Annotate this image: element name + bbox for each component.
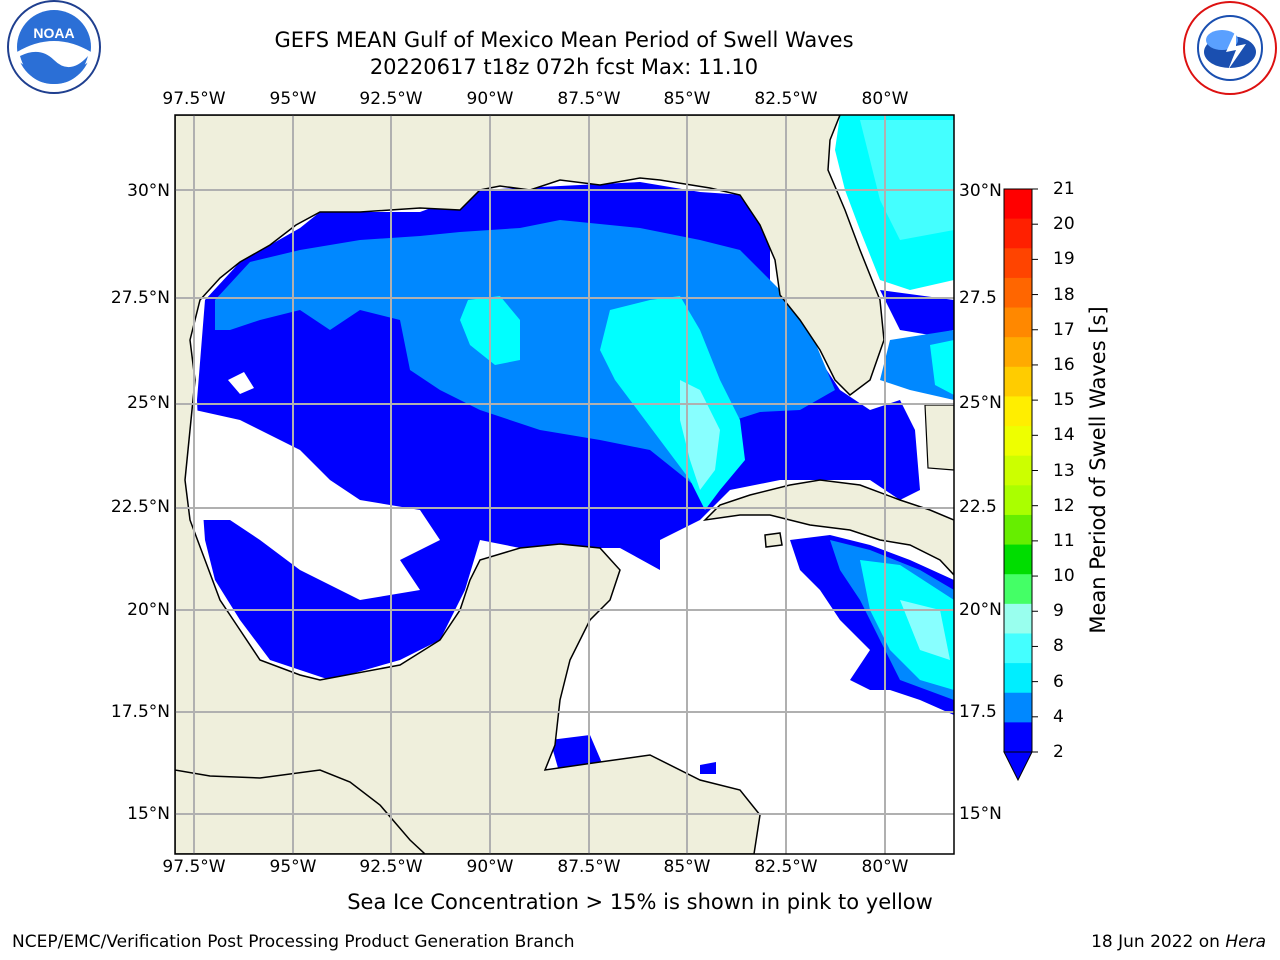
lat-label: 17.5 xyxy=(959,702,997,722)
map-frame xyxy=(174,114,955,855)
lon-label: 82.5°W xyxy=(754,89,818,109)
lat-label: 25°N xyxy=(959,393,1002,413)
colorbar-swatch xyxy=(1004,633,1032,664)
colorbar-tick-label: 4 xyxy=(1053,706,1064,727)
colorbar-tick-label: 19 xyxy=(1053,249,1075,270)
lat-label: 22.5°N xyxy=(110,497,170,517)
colorbar-swatch xyxy=(1004,218,1032,249)
colorbar-extend-arrow xyxy=(1003,751,1033,782)
colorbar-title: Mean Period of Swell Waves [s] xyxy=(1086,306,1110,634)
colorbar-swatch xyxy=(1004,692,1032,723)
colorbar-tick-label: 2 xyxy=(1053,742,1064,762)
colorbar xyxy=(1003,188,1038,782)
lon-label: 85°W xyxy=(663,857,711,877)
colorbar-swatch xyxy=(1004,307,1032,338)
colorbar-tick-label: 11 xyxy=(1053,530,1075,551)
colorbar-tick-label: 12 xyxy=(1053,495,1075,516)
colorbar-swatch xyxy=(1004,722,1032,753)
colorbar-tick-label: 9 xyxy=(1053,601,1064,622)
nws-logo xyxy=(1183,1,1277,95)
lat-label: 20°N xyxy=(127,600,170,620)
colorbar-swatch xyxy=(1004,337,1032,368)
land-cuba xyxy=(702,479,954,577)
lat-label: 30°N xyxy=(127,181,170,201)
map-area xyxy=(175,115,954,854)
lat-label: 17.5°N xyxy=(110,702,170,722)
colorbar-tick-label: 8 xyxy=(1053,636,1064,657)
lat-label: 15°N xyxy=(127,804,170,824)
colorbar-swatch xyxy=(1004,603,1032,634)
colorbar-tick-label: 10 xyxy=(1053,566,1075,587)
colorbar-swatch xyxy=(1004,544,1032,575)
colorbar-tick-label: 18 xyxy=(1053,284,1075,305)
colorbar-swatch xyxy=(1004,396,1032,427)
lon-label: 97.5°W xyxy=(162,857,226,877)
colorbar-swatch xyxy=(1004,189,1032,220)
colorbar-tick-label: 17 xyxy=(1053,319,1075,340)
lon-label: 87.5°W xyxy=(557,89,621,109)
lon-label: 92.5°W xyxy=(359,89,423,109)
colorbar-swatch xyxy=(1004,514,1032,546)
footer-date-text: 18 Jun 2022 on xyxy=(1091,932,1226,952)
lon-label: 92.5°W xyxy=(359,857,423,877)
sea-ice-note: Sea Ice Concentration > 15% is shown in … xyxy=(347,890,933,914)
lon-label: 85°W xyxy=(663,89,711,109)
colorbar-swatch xyxy=(1004,426,1032,457)
lon-label: 90°W xyxy=(466,89,514,109)
lat-label: 15°N xyxy=(959,804,1002,824)
footer-branch: NCEP/EMC/Verification Post Processing Pr… xyxy=(12,932,575,952)
lat-label: 30°N xyxy=(959,181,1002,201)
map-gridlines xyxy=(175,115,954,854)
lat-label: 25°N xyxy=(127,393,170,413)
lon-label: 82.5°W xyxy=(754,857,818,877)
colorbar-swatch xyxy=(1004,663,1032,694)
lon-label: 80°W xyxy=(861,89,909,109)
chart-title: GEFS MEAN Gulf of Mexico Mean Period of … xyxy=(274,28,854,52)
colorbar-swatch xyxy=(1004,366,1032,397)
lon-label: 97.5°W xyxy=(162,89,226,109)
chart-subtitle: 20220617 t18z 072h fcst Max: 11.10 xyxy=(369,55,759,79)
colorbar-tick-label: 14 xyxy=(1053,425,1075,446)
noaa-logo: NOAA xyxy=(7,0,101,94)
footer-date: 18 Jun 2022 on Hera xyxy=(1091,932,1266,952)
noaa-logo-text: NOAA xyxy=(33,25,74,41)
lat-label: 22.5 xyxy=(959,497,997,517)
lon-label: 87.5°W xyxy=(557,857,621,877)
lon-label: 90°W xyxy=(466,857,514,877)
lat-label: 27.5°N xyxy=(110,288,170,308)
colorbar-tick-label: 16 xyxy=(1053,354,1075,375)
colorbar-swatch xyxy=(1004,485,1032,516)
colorbar-swatch xyxy=(1004,574,1032,605)
colorbar-tick-label: 13 xyxy=(1053,460,1075,481)
colorbar-swatch xyxy=(1004,277,1032,309)
colorbar-tick-label: 21 xyxy=(1053,179,1075,199)
lat-label: 27.5 xyxy=(959,288,997,308)
colorbar-swatch xyxy=(1004,248,1032,279)
lat-label: 20°N xyxy=(959,600,1002,620)
lon-label: 95°W xyxy=(269,857,317,877)
footer-host: Hera xyxy=(1225,932,1266,952)
lon-label: 80°W xyxy=(861,857,909,877)
colorbar-tick-label: 6 xyxy=(1053,671,1064,692)
colorbar-tick-label: 20 xyxy=(1053,214,1075,235)
colorbar-swatch xyxy=(1004,455,1032,486)
colorbar-tick-label: 15 xyxy=(1053,390,1075,411)
lon-label: 95°W xyxy=(269,89,317,109)
